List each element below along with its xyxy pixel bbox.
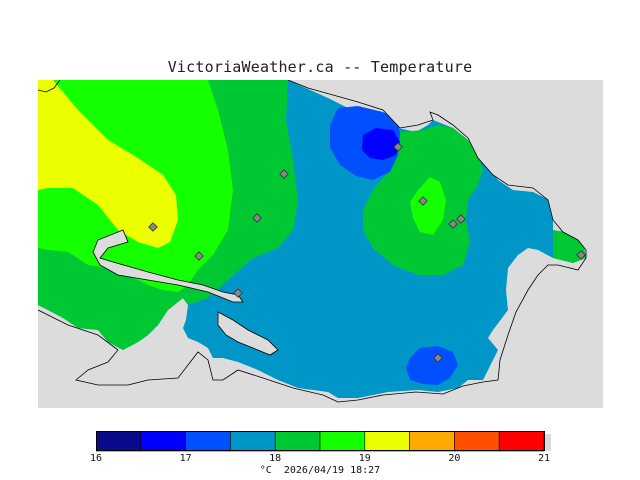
water-east <box>498 265 603 408</box>
station-marker <box>433 353 443 363</box>
station-marker <box>456 214 466 224</box>
station-markers <box>148 142 586 363</box>
inlet-west <box>93 230 243 302</box>
legend-color-cell <box>230 431 276 452</box>
legend-tick-label: 16 <box>89 453 103 464</box>
inlet-esquimalt <box>218 312 278 355</box>
water-north <box>288 80 433 128</box>
legend-color-cell <box>454 431 500 452</box>
legend-color-cell <box>274 431 321 452</box>
timestamp: 2026/04/19 18:27 <box>283 465 381 476</box>
water-south <box>188 370 508 408</box>
coastlines <box>38 80 587 403</box>
legend-color-cell <box>319 431 366 452</box>
map-title: VictoriaWeather.ca -- Temperature <box>167 58 473 76</box>
station-marker <box>148 222 158 232</box>
color-legend <box>96 431 551 452</box>
land-lightgreen-east-zone <box>410 177 446 235</box>
station-marker <box>252 213 262 223</box>
water-southwest <box>38 325 218 408</box>
legend-unit: °C <box>259 465 272 476</box>
water-features <box>38 80 603 408</box>
land-yellow-zone <box>38 80 178 248</box>
legend-tick-label: 20 <box>448 453 461 464</box>
station-marker <box>448 219 458 229</box>
station-marker <box>279 169 289 179</box>
water-northeast <box>433 80 603 258</box>
legend-tick-label: 18 <box>269 453 282 464</box>
legend-tick-label: 19 <box>358 453 371 464</box>
legend-footer: °C 2026/04/19 18:27 <box>0 465 640 476</box>
station-marker <box>576 250 586 260</box>
legend-color-cell <box>498 431 545 452</box>
station-marker <box>418 196 428 206</box>
legend-color-cell <box>364 431 410 452</box>
station-marker <box>393 142 403 152</box>
legend-color-cell <box>409 431 455 452</box>
land-darkblue-north-zone <box>362 128 400 160</box>
legend-color-cell <box>185 431 231 452</box>
legend-tick-label: 17 <box>179 453 192 464</box>
land-region <box>38 80 586 398</box>
legend-color-cell <box>140 431 186 452</box>
land-blue-south-zone <box>406 346 458 385</box>
station-marker <box>233 288 243 298</box>
station-marker <box>194 251 204 261</box>
legend-color-cell <box>96 431 142 452</box>
temperature-map <box>38 80 603 408</box>
legend-tick-label: 21 <box>537 453 551 464</box>
